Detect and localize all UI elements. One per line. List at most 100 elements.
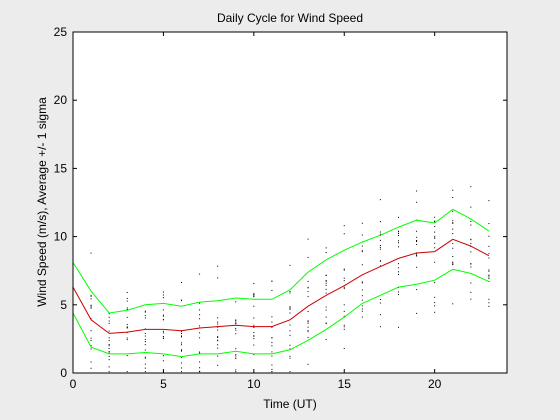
scatter-point [253,324,255,326]
scatter-point [144,315,146,317]
scatter-point [217,336,219,338]
scatter-point [416,190,418,192]
scatter-point [162,338,164,340]
scatter-point [361,234,363,236]
scatter-point [379,265,381,267]
scatter-point [416,241,418,243]
scatter-point [144,349,146,351]
scatter-point [325,280,327,282]
scatter-point [361,305,363,307]
scatter-point [416,201,418,203]
scatter-point [289,312,291,314]
scatter-point [181,333,182,335]
scatter-point [126,297,128,299]
scatter-point [416,236,418,238]
scatter-point [488,245,490,247]
scatter-point [162,291,164,293]
scatter-point [452,262,454,264]
scatter-point [181,331,182,333]
scatter-point [361,281,363,283]
scatter-point [253,296,255,298]
scatter-point [307,286,309,288]
scatter-point [126,337,128,339]
scatter-point [452,228,454,230]
scatter-point [199,361,201,363]
scatter-point [162,332,164,334]
scatter-point [343,288,345,290]
scatter-point [199,314,201,316]
scatter-point [271,321,273,323]
scatter-point [253,332,255,334]
scatter-point [253,305,255,307]
scatter-point [379,233,381,235]
scatter-point [144,338,146,340]
scatter-point [217,321,219,323]
scatter-point [379,299,381,301]
scatter-point [289,371,291,373]
series-line-average [72,238,490,334]
scatter-point [126,316,128,318]
scatter-point [307,310,309,312]
scatter-point [271,351,273,353]
scatter-point [488,223,490,225]
scatter-point [325,322,327,324]
scatter-point [271,342,273,344]
scatter-point [90,339,92,341]
scatter-point [398,246,399,248]
scatter-point [361,295,363,297]
scatter-point [144,371,146,373]
series-lines [72,208,490,358]
scatter-point [271,316,273,318]
scatter-point [289,307,291,309]
scatter-point [434,311,436,313]
scatter-point [452,189,454,191]
y-tick-label: 10 [54,230,68,244]
scatter-point [235,357,237,359]
scatter-point [379,260,381,262]
scatter-point [181,349,182,351]
scatter-point [217,265,219,267]
scatter-point [90,252,92,254]
series-line-plus-sigma [72,208,490,314]
x-tick-label: 15 [338,377,352,391]
scatter-point [162,297,164,299]
chart-title: Daily Cycle for Wind Speed [217,11,363,25]
scatter-point [235,348,237,350]
scatter-point [361,299,363,301]
scatter-point [470,239,472,241]
x-axis: 0 5 10 15 20 [70,32,442,391]
scatter-point [271,326,273,328]
scatter-point [452,264,454,266]
scatter-point [144,335,146,337]
scatter-point [271,371,273,373]
scatter-point [470,243,472,245]
scatter-point [144,344,146,346]
scatter-point [398,291,399,293]
scatter-point [217,364,219,366]
scatter-point [416,230,418,232]
x-tick-label: 20 [428,377,442,391]
scatter-point [325,252,327,254]
scatter-point [434,237,436,239]
scatter-point [199,371,201,373]
scatter-point [379,245,381,247]
scatter-point [199,337,201,339]
scatter-point [343,304,345,306]
scatter-point [271,368,273,370]
scatter-point [108,352,110,354]
scatter-point [488,235,490,237]
scatter-point [452,222,454,224]
scatter-point [416,266,418,268]
scatter-point [162,319,164,321]
scatter-point [470,282,472,284]
scatter-point [217,337,219,339]
scatter-point [181,350,182,352]
scatter-point [253,344,255,346]
scatter-point [379,302,381,304]
scatter-point [307,330,309,332]
scatter-point [217,326,219,328]
y-axis-label: Wind Speed (m/s), Average +/- 1 sigma [35,97,49,307]
scatter-point [181,371,182,373]
scatter-point [108,330,110,332]
scatter-point [253,282,255,284]
